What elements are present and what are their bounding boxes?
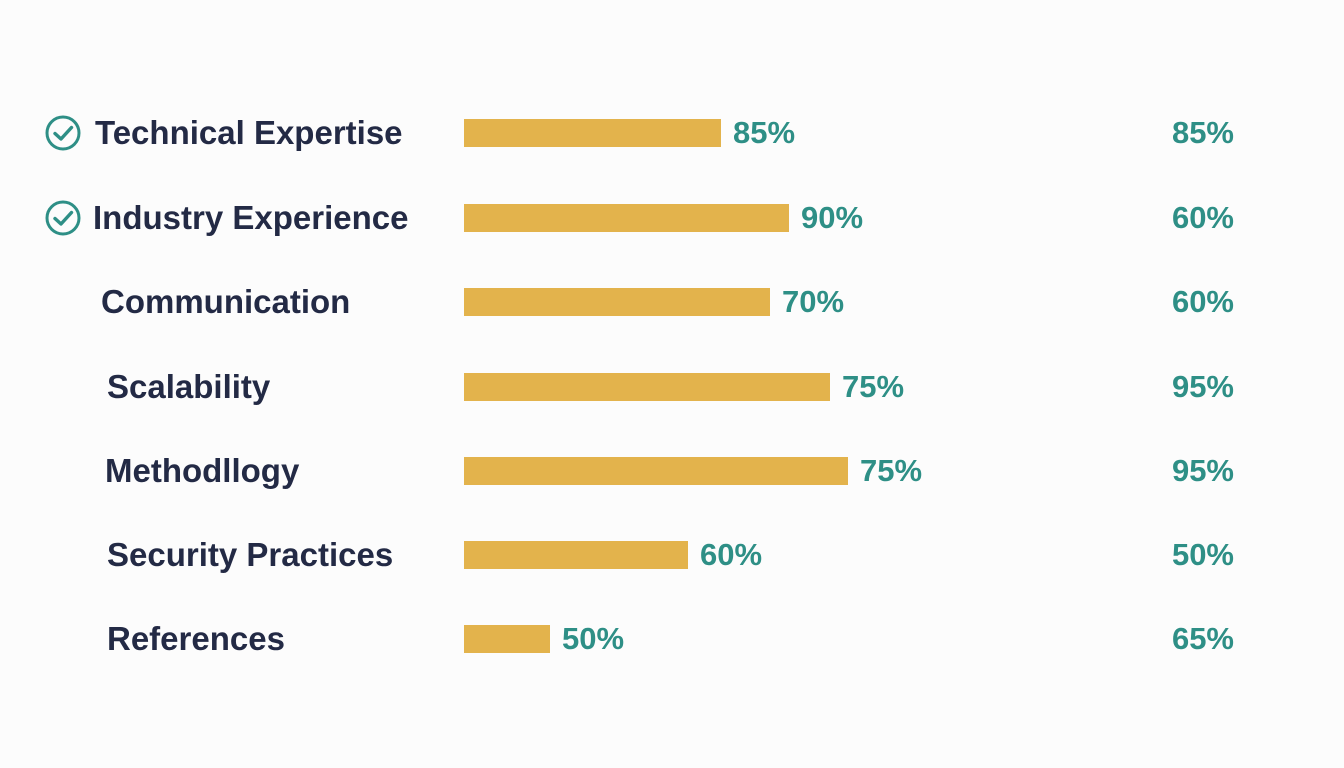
- chart-row: Security Practices 60% 50%: [0, 535, 1344, 575]
- category-label: Scalability: [107, 368, 271, 405]
- right-value-label: 85%: [1171, 115, 1234, 150]
- check-circle-icon: [45, 200, 81, 236]
- chart-row: Industry Experience 90% 60%: [0, 198, 1344, 238]
- bar-value-label: 60%: [700, 537, 763, 572]
- bar: [464, 373, 830, 401]
- bar-value-label: 70%: [782, 284, 845, 319]
- right-value-label: 65%: [1171, 621, 1234, 656]
- bar-value-label: 90%: [801, 200, 864, 235]
- bar-value-label: 50%: [562, 621, 625, 656]
- bar: [464, 288, 770, 316]
- chart-row: Methodllogy 75% 95%: [0, 451, 1344, 491]
- bar-value-label: 85%: [733, 115, 796, 150]
- right-value-label: 95%: [1171, 453, 1234, 488]
- bar: [464, 541, 688, 569]
- bar-value-label: 75%: [860, 453, 923, 488]
- category-label: Technical Expertise: [95, 114, 403, 151]
- category-label: Industry Experience: [93, 199, 409, 236]
- chart-row: Scalability 75% 95%: [0, 367, 1344, 407]
- bar: [464, 119, 721, 147]
- check-circle-icon: [45, 115, 81, 151]
- category-label: References: [107, 620, 285, 657]
- bar: [464, 625, 550, 653]
- category-label: Methodllogy: [105, 452, 300, 489]
- right-value-label: 60%: [1171, 284, 1234, 319]
- right-value-label: 95%: [1171, 369, 1234, 404]
- category-label: Security Practices: [107, 536, 394, 573]
- category-label: Communication: [101, 283, 351, 320]
- right-value-label: 60%: [1171, 200, 1234, 235]
- bar: [464, 457, 848, 485]
- chart-row: References 50% 65%: [0, 619, 1344, 659]
- chart-row: Communication 70% 60%: [0, 282, 1344, 322]
- bar: [464, 204, 789, 232]
- right-value-label: 50%: [1171, 537, 1234, 572]
- bar-value-label: 75%: [842, 369, 905, 404]
- chart-row: Technical Expertise 85% 85%: [0, 113, 1344, 153]
